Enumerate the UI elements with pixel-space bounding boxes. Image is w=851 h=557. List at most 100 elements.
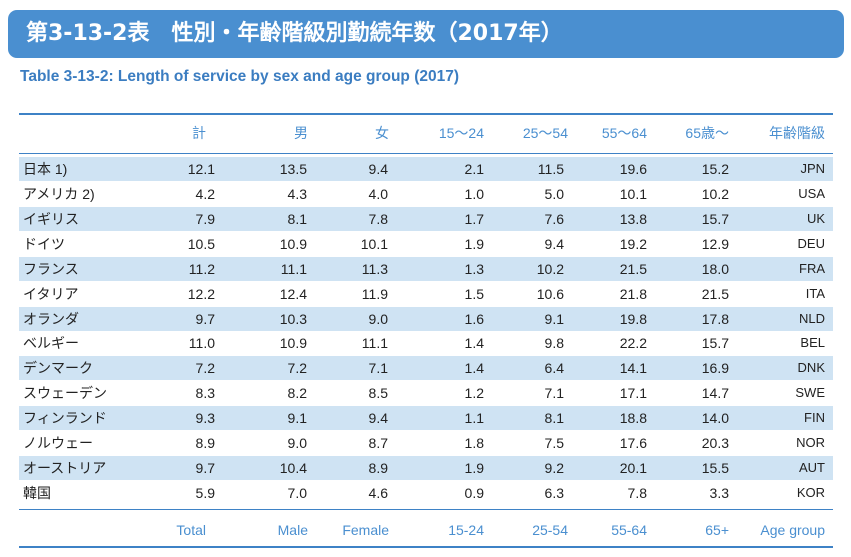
value-age-55-64: 21.5 [619, 260, 647, 277]
country-code: FIN [804, 410, 825, 426]
country-name: デンマーク [23, 360, 93, 377]
country-name: 日本 1) [23, 161, 68, 177]
value-age-25-54: 7.1 [544, 385, 564, 402]
value-age-25-54: 10.6 [536, 285, 564, 302]
value-female: 4.0 [368, 185, 388, 202]
value-male: 10.9 [279, 335, 307, 352]
value-age-55-64: 19.2 [619, 235, 647, 252]
header-en-total: Total [176, 522, 206, 538]
value-female: 9.4 [368, 410, 388, 427]
header-ja-total: 計 [192, 125, 206, 141]
country-code: SWE [795, 385, 825, 401]
value-age-55-64: 19.6 [619, 161, 647, 177]
country-code: DNK [797, 360, 825, 376]
country-code: AUT [799, 460, 825, 476]
table-row: ドイツ 10.5 10.9 10.1 1.9 9.4 19.2 12.9 DEU [19, 232, 833, 256]
country-name: イタリア [23, 285, 79, 302]
value-age-25-54: 6.3 [544, 484, 564, 501]
table-row: アメリカ 2) 4.2 4.3 4.0 1.0 5.0 10.1 10.2 USA [19, 182, 833, 206]
value-female: 8.7 [368, 435, 388, 452]
value-total: 4.2 [195, 185, 215, 202]
value-age-25-54: 7.6 [544, 210, 564, 227]
value-age-55-64: 10.1 [619, 185, 647, 202]
table-title: 第3-13-2表 性別・年齢階級別勤続年数（2017年） [26, 21, 563, 46]
value-age-65-plus: 20.3 [701, 435, 729, 452]
table-row: フランス 11.2 11.1 11.3 1.3 10.2 21.5 18.0 FRA [19, 256, 833, 281]
country-name: フランス [23, 260, 79, 277]
table-row: デンマーク 7.2 7.2 7.1 1.4 6.4 14.1 16.9 DNK [19, 356, 833, 381]
header-en-age-group: Age group [760, 522, 825, 538]
value-female: 11.9 [361, 285, 388, 302]
value-total: 9.3 [195, 410, 215, 427]
value-male: 10.3 [279, 310, 307, 327]
table-row: イギリス 7.9 8.1 7.8 1.7 7.6 13.8 15.7 UK [19, 206, 833, 231]
country-name: スウェーデン [23, 385, 107, 402]
value-male: 7.2 [287, 360, 307, 377]
value-age-25-54: 9.4 [544, 235, 564, 252]
value-total: 7.2 [195, 360, 215, 377]
country-code: FRA [799, 260, 825, 276]
value-total: 9.7 [195, 310, 215, 327]
value-age-65-plus: 15.2 [701, 161, 729, 177]
value-age-55-64: 13.8 [619, 210, 647, 227]
country-name: ノルウェー [23, 435, 93, 452]
value-age-55-64: 21.8 [619, 285, 647, 302]
country-code: UK [806, 210, 825, 226]
value-female: 9.0 [368, 310, 388, 327]
header-en-age-55-64: 55-64 [611, 522, 647, 538]
header-ja-age-55-64: 55～64 [601, 125, 647, 141]
value-age-15-24: 1.0 [464, 185, 484, 202]
value-age-25-54: 9.2 [544, 460, 564, 477]
value-age-65-plus: 3.3 [709, 484, 729, 501]
footer-rule [19, 509, 833, 510]
value-age-15-24: 0.9 [464, 484, 484, 501]
value-age-15-24: 1.8 [464, 435, 484, 452]
value-female: 10.1 [360, 235, 388, 252]
top-rule [19, 113, 833, 115]
value-male: 8.2 [287, 385, 307, 402]
header-ja-male: 男 [294, 125, 308, 141]
value-total: 12.2 [187, 285, 215, 302]
country-code: BEL [800, 335, 825, 351]
value-age-65-plus: 15.7 [701, 210, 729, 227]
header-rule [19, 153, 833, 154]
value-age-15-24: 2.1 [464, 161, 484, 177]
title-banner: 第3-13-2表 性別・年齢階級別勤続年数（2017年） [8, 10, 844, 58]
value-age-65-plus: 14.0 [701, 410, 729, 427]
country-name: オランダ [23, 310, 79, 327]
value-female: 9.4 [368, 161, 388, 177]
value-age-55-64: 14.1 [619, 360, 647, 377]
table-row: イタリア 12.2 12.4 11.9 1.5 10.6 21.8 21.5 ITA [19, 282, 833, 306]
country-name: ドイツ [23, 235, 65, 252]
value-age-55-64: 17.6 [619, 435, 647, 452]
value-female: 8.9 [368, 460, 388, 477]
table-row: ノルウェー 8.9 9.0 8.7 1.8 7.5 17.6 20.3 NOR [19, 431, 833, 455]
header-ja-age-15-24: 15～24 [438, 125, 484, 141]
value-age-25-54: 9.8 [544, 335, 564, 352]
value-age-15-24: 1.5 [464, 285, 484, 302]
header-ja-female: 女 [375, 125, 389, 141]
country-code: NLD [798, 310, 825, 326]
value-female: 7.8 [368, 210, 388, 227]
value-age-15-24: 1.9 [464, 460, 484, 477]
value-total: 9.7 [195, 460, 215, 477]
table-row: スウェーデン 8.3 8.2 8.5 1.2 7.1 17.1 14.7 SWE [19, 381, 833, 405]
value-male: 8.1 [287, 210, 307, 227]
table-row: 韓国 5.9 7.0 4.6 0.9 6.3 7.8 3.3 KOR [19, 481, 833, 505]
header-en-female: Female [342, 522, 389, 538]
value-female: 7.1 [368, 360, 388, 377]
table-subtitle: Table 3-13-2: Length of service by sex a… [20, 68, 460, 85]
value-total: 5.9 [195, 484, 215, 501]
value-total: 11.0 [188, 335, 215, 352]
value-male: 13.5 [279, 161, 307, 177]
value-age-65-plus: 18.0 [701, 260, 729, 277]
header-row-japanese: 計 男 女 15～24 25～54 55～64 65歳～ 年齢階級 [19, 121, 833, 145]
country-code: KOR [796, 484, 825, 500]
value-age-25-54: 9.1 [544, 310, 564, 327]
value-age-25-54: 7.5 [544, 435, 564, 452]
value-age-55-64: 18.8 [619, 410, 647, 427]
header-ja-age-25-54: 25～54 [522, 125, 568, 141]
value-age-65-plus: 15.5 [701, 460, 729, 477]
country-code: NOR [796, 435, 825, 451]
value-male: 9.0 [287, 435, 307, 452]
